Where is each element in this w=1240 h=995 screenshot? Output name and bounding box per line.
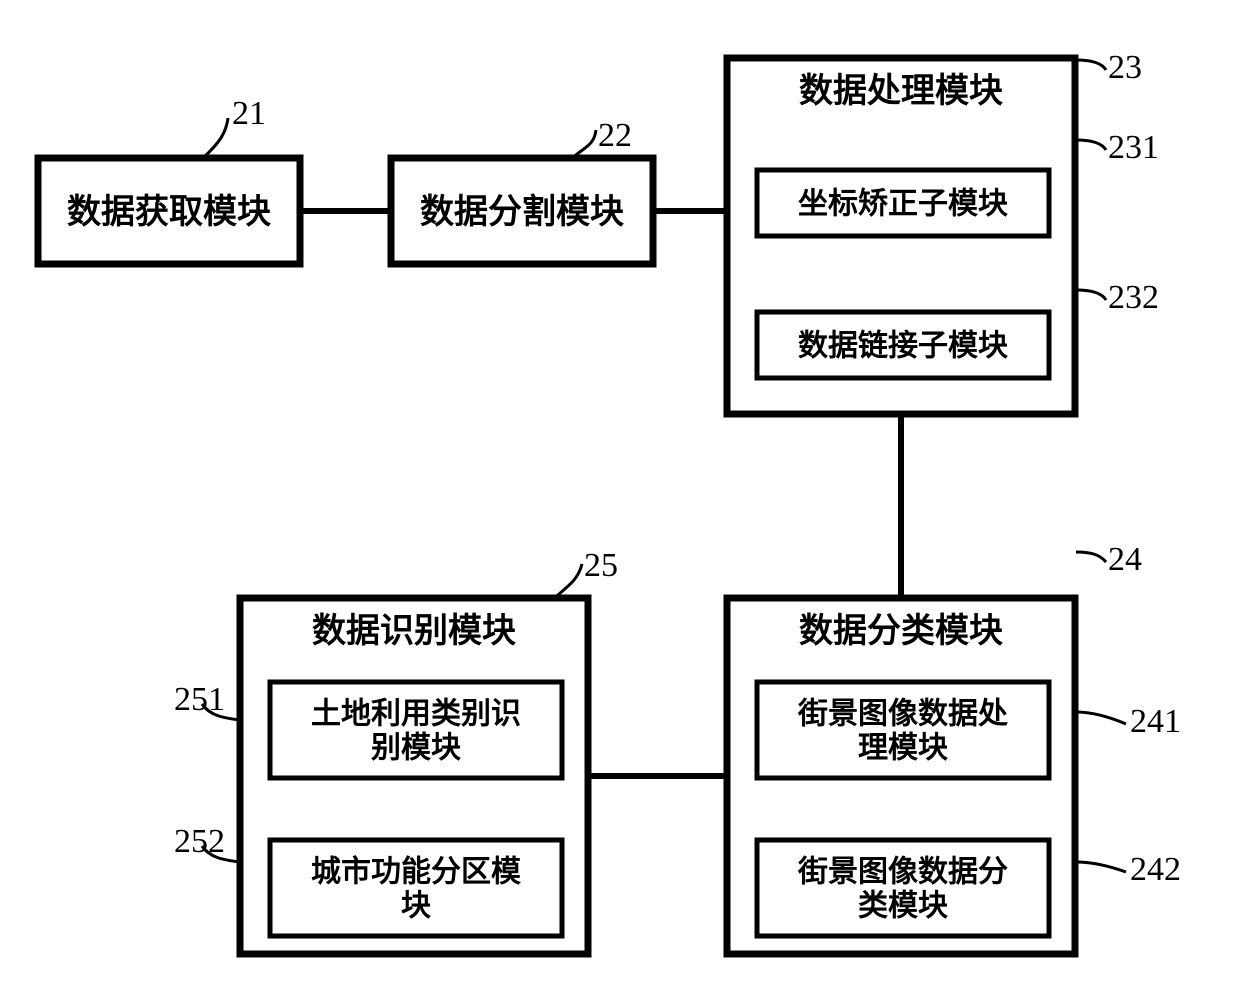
refnum-n232: 232 <box>1108 279 1159 316</box>
label-m241-1: 理模块 <box>858 732 948 765</box>
tick-n232 <box>1076 290 1106 300</box>
tick-n21 <box>204 118 228 157</box>
label-m22: 数据分割模块 <box>420 193 624 231</box>
refnum-n22: 22 <box>598 117 632 154</box>
label-m232: 数据链接子模块 <box>798 329 1008 363</box>
tick-n231 <box>1076 140 1106 150</box>
tick-n241 <box>1076 712 1126 724</box>
refnum-n21: 21 <box>232 95 266 132</box>
label-m251-0: 土地利用类别识 <box>311 698 521 731</box>
refnum-n231: 231 <box>1108 129 1159 166</box>
refnum-n25: 25 <box>584 547 618 584</box>
label-m242-1: 类模块 <box>858 890 948 923</box>
label-m23: 数据处理模块 <box>799 72 1003 110</box>
refnum-n241: 241 <box>1130 703 1181 740</box>
label-m242-0: 街景图像数据分 <box>797 856 1008 889</box>
refnum-n251: 251 <box>174 681 225 718</box>
refnum-n23: 23 <box>1108 49 1142 86</box>
label-m21: 数据获取模块 <box>67 193 271 231</box>
label-m252-1: 块 <box>401 890 431 923</box>
label-m24: 数据分类模块 <box>799 612 1003 650</box>
label-m241-0: 街景图像数据处 <box>797 698 1008 731</box>
refnum-n242: 242 <box>1130 851 1181 888</box>
refnum-n24: 24 <box>1108 541 1142 578</box>
label-m252-0: 城市功能分区模 <box>311 855 521 889</box>
tick-n24 <box>1076 552 1106 562</box>
label-m231: 坐标矫正子模块 <box>798 188 1008 221</box>
tick-n242 <box>1076 862 1126 872</box>
label-m251-1: 别模块 <box>371 732 461 765</box>
tick-n23 <box>1076 60 1106 70</box>
label-m25: 数据识别模块 <box>312 612 516 650</box>
refnum-n252: 252 <box>174 823 225 860</box>
